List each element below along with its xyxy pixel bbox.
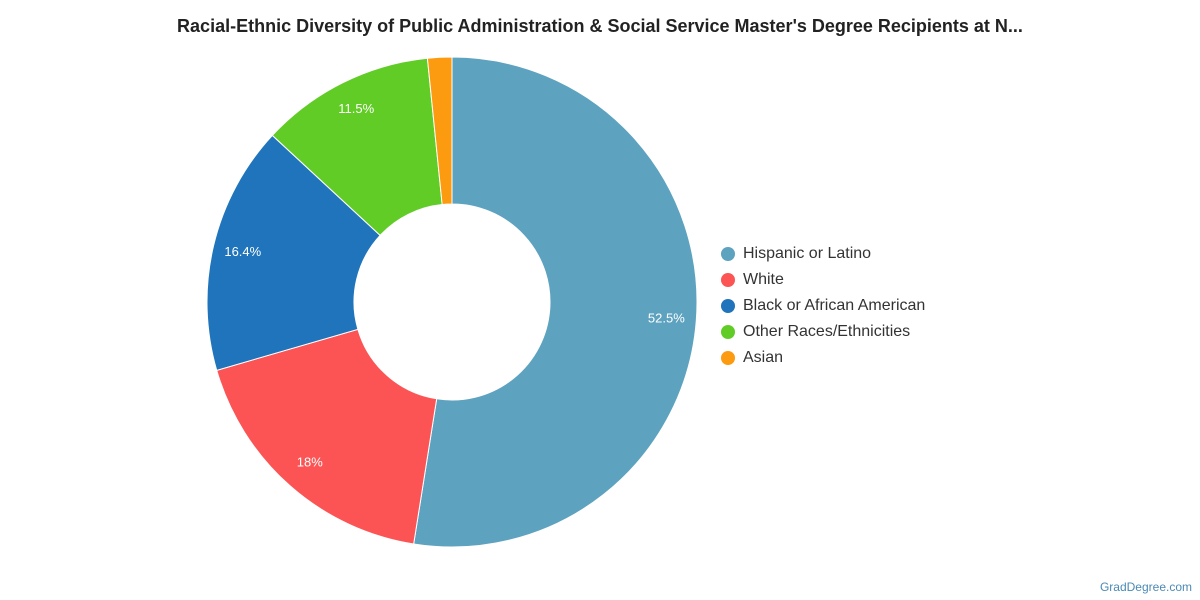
legend-label: Other Races/Ethnicities bbox=[743, 323, 911, 340]
donut-slice-asian[interactable] bbox=[426, 56, 453, 206]
legend: Hispanic or Latino White Black or Africa… bbox=[721, 241, 925, 371]
legend-swatch bbox=[721, 351, 735, 365]
donut-slice-white[interactable] bbox=[216, 328, 438, 545]
legend-label: White bbox=[743, 271, 784, 288]
data-label: 18% bbox=[297, 455, 323, 470]
legend-label: Hispanic or Latino bbox=[743, 245, 872, 262]
legend-item-hispanic-or-latino[interactable]: Hispanic or Latino bbox=[721, 241, 925, 267]
donut-slice-other-races-ethnicities[interactable] bbox=[271, 57, 443, 237]
data-label: 11.5% bbox=[338, 101, 374, 116]
legend-swatch bbox=[721, 247, 735, 261]
donut-slice-black-or-african-american[interactable] bbox=[206, 134, 381, 371]
chart-title: Racial-Ethnic Diversity of Public Admini… bbox=[177, 16, 1023, 36]
site-credit[interactable]: GradDegree.com bbox=[1099, 580, 1192, 594]
data-label: 52.5% bbox=[648, 310, 685, 325]
legend-swatch bbox=[721, 273, 735, 287]
legend-swatch bbox=[721, 325, 735, 339]
legend-item-black-or-african-american[interactable]: Black or African American bbox=[721, 293, 925, 319]
data-label: 16.4% bbox=[224, 244, 261, 259]
legend-item-white[interactable]: White bbox=[721, 267, 925, 293]
donut-slice-hispanic-or-latino[interactable] bbox=[413, 56, 698, 548]
legend-label: Black or African American bbox=[743, 297, 926, 314]
legend-label: Asian bbox=[743, 349, 784, 366]
legend-item-other-races-ethnicities[interactable]: Other Races/Ethnicities bbox=[721, 319, 925, 345]
legend-swatch bbox=[721, 299, 735, 313]
legend-item-asian[interactable]: Asian bbox=[721, 345, 925, 371]
